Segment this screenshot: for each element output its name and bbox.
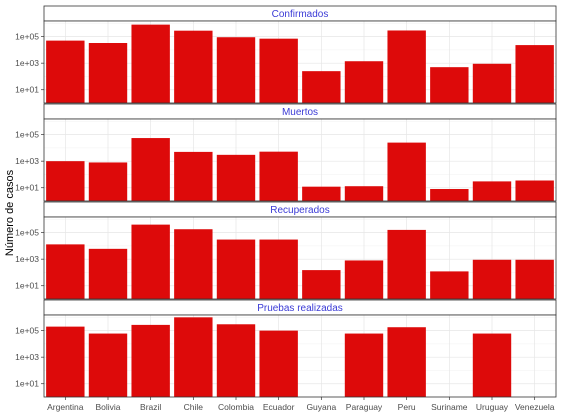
bar-chile <box>174 30 213 103</box>
y-tick-label: 1e+01 <box>15 379 39 389</box>
bar-peru <box>387 30 426 104</box>
facet-confirmados: Confirmados 1e+01 1e+03 1e+05 <box>15 5 557 104</box>
bar-brazil <box>131 224 170 299</box>
plot-area <box>44 119 556 201</box>
strip-title: Pruebas realizadas <box>257 303 343 314</box>
bar-paraguay <box>344 186 384 201</box>
y-tick-label: 1e+05 <box>15 326 39 336</box>
strip-title: Confirmados <box>272 9 329 20</box>
bar-argentina <box>46 244 85 299</box>
y-tick-label: 1e+01 <box>15 183 39 193</box>
bar-colombia <box>216 239 256 299</box>
bar-paraguay <box>344 333 384 397</box>
bar-uruguay <box>472 259 512 299</box>
x-tick-label: Ecuador <box>263 402 295 412</box>
bar-venezuela <box>515 45 554 103</box>
y-tick-label: 1e+01 <box>15 281 39 291</box>
y-tick-label: 1e+05 <box>15 130 39 140</box>
bar-guyana <box>302 186 341 201</box>
bar-uruguay <box>472 333 512 397</box>
facet-muertos: Muertos 1e+01 1e+03 1e+05 <box>15 103 557 202</box>
bar-ecuador <box>259 239 298 299</box>
plot-area <box>44 315 556 397</box>
plot-area <box>44 217 556 299</box>
y-tick-label: 1e+03 <box>15 58 39 68</box>
x-tick-label: Paraguay <box>346 402 383 412</box>
panel-border <box>43 20 557 104</box>
y-tick-label: 1e+03 <box>15 156 39 166</box>
bar-bolivia <box>88 162 128 201</box>
bar-paraguay <box>344 260 384 299</box>
x-tick-label: Brazil <box>140 402 161 412</box>
bar-brazil <box>131 24 170 103</box>
bar-ecuador <box>259 330 298 397</box>
bar-uruguay <box>472 181 512 201</box>
facet-panels: Confirmados 1e+01 1e+03 1e+05 Muertos 1e+01 1e… <box>15 5 557 400</box>
bar-uruguay <box>472 63 512 103</box>
bar-chile <box>174 317 213 397</box>
bar-peru <box>387 229 426 299</box>
x-axis-labels: Argentina Bolivia Brazil Chile Colombia Ecuad… <box>47 402 555 412</box>
x-tick-label: Chile <box>184 402 204 412</box>
bar-ecuador <box>259 38 298 104</box>
y-tick-label: 1e+01 <box>15 85 39 95</box>
y-tick-label: 1e+03 <box>15 352 39 362</box>
bar-peru <box>387 327 426 397</box>
strip-title: Recuperados <box>270 205 329 216</box>
y-tick-label: 1e+03 <box>15 254 39 264</box>
bar-colombia <box>216 37 256 104</box>
x-tick-label: Bolivia <box>95 402 120 412</box>
bar-venezuela <box>515 259 554 299</box>
bar-peru <box>387 142 426 201</box>
bar-argentina <box>46 161 85 201</box>
plot-area <box>44 21 556 103</box>
x-tick-label: Venezuela <box>515 402 555 412</box>
bar-guyana <box>302 71 341 103</box>
x-tick-label: Suriname <box>431 402 468 412</box>
bar-suriname <box>430 67 469 103</box>
y-tick-label: 1e+05 <box>15 32 39 42</box>
bar-ecuador <box>259 151 298 201</box>
bar-chile <box>174 151 213 201</box>
facet-recuperados: Recuperados 1e+01 1e+03 1e+05 <box>15 201 557 300</box>
bar-bolivia <box>88 43 128 103</box>
bar-brazil <box>131 138 170 201</box>
y-tick-label: 1e+05 <box>15 228 39 238</box>
panel-border <box>43 314 557 398</box>
x-tick-label: Argentina <box>47 402 84 412</box>
bar-brazil <box>131 324 170 397</box>
strip-title: Muertos <box>282 107 318 118</box>
bar-bolivia <box>88 248 128 299</box>
bar-bolivia <box>88 333 128 397</box>
bar-venezuela <box>515 180 554 201</box>
x-tick-label: Uruguay <box>476 402 509 412</box>
bar-colombia <box>216 154 256 201</box>
bar-suriname <box>430 189 469 201</box>
bar-argentina <box>46 40 85 103</box>
x-tick-label: Guyana <box>306 402 336 412</box>
y-axis-label: Número de casos <box>4 169 16 256</box>
x-tick-label: Colombia <box>218 402 254 412</box>
bar-guyana <box>302 270 341 299</box>
facet-pruebas-realizadas: Pruebas realizadas 1e+01 1e+03 1e+05 <box>15 299 557 400</box>
bar-paraguay <box>344 61 384 103</box>
x-tick-label: Peru <box>398 402 416 412</box>
bar-suriname <box>430 271 469 299</box>
bar-colombia <box>216 324 256 397</box>
panel-border <box>43 216 557 300</box>
bar-chile <box>174 229 213 299</box>
panel-border <box>43 118 557 202</box>
bar-argentina <box>46 326 85 397</box>
